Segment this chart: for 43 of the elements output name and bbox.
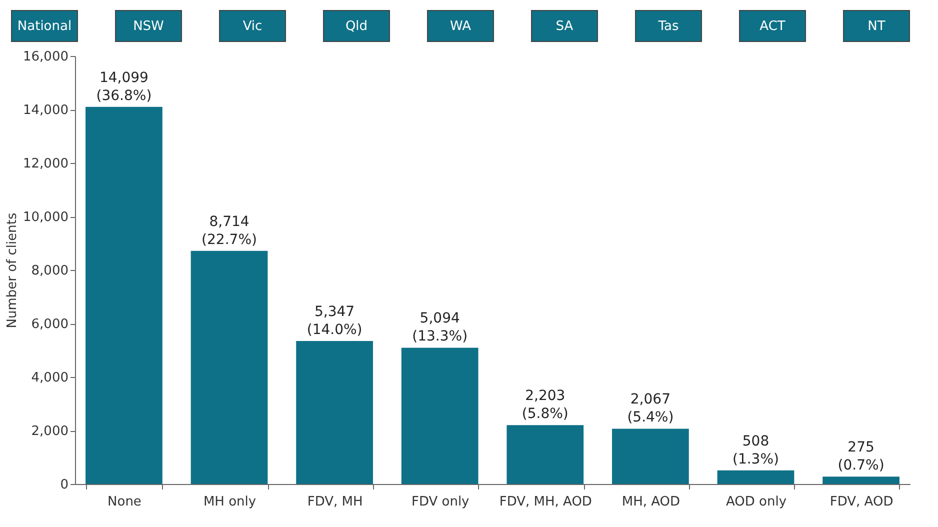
bar — [401, 348, 478, 484]
x-tick-label: None — [108, 494, 142, 510]
tab-button: Vic — [219, 10, 286, 42]
data-label: 2,203 (5.8%) — [522, 388, 568, 422]
y-tick-label: 16,000 — [23, 50, 68, 64]
data-label: 2,067 (5.4%) — [627, 392, 674, 426]
x-tick-label: FDV, MH — [307, 494, 363, 510]
tab-button: NSW — [115, 10, 182, 42]
data-label: 14,099 (36.8%) — [96, 70, 152, 104]
bar — [86, 106, 162, 484]
bar — [190, 250, 268, 484]
x-tick-label: FDV, AOD — [830, 494, 894, 510]
bar — [717, 470, 794, 484]
y-tick-label: 6,000 — [31, 317, 68, 332]
x-tick-label: MH only — [203, 494, 256, 510]
x-tick-label: MH, AOD — [622, 494, 680, 510]
bar — [506, 425, 584, 484]
y-axis-title: Number of clients — [5, 212, 20, 328]
data-label: 508 (1.3%) — [732, 433, 779, 468]
x-tick-label: FDV only — [411, 494, 470, 510]
y-tick-label: 4,000 — [31, 370, 68, 386]
tab-button: National — [11, 10, 78, 42]
y-tick-label: 8,000 — [31, 264, 68, 278]
bar — [612, 428, 689, 484]
tab-button: Qld — [323, 10, 390, 42]
y-tick-label: 0 — [60, 478, 68, 492]
y-tick-label: 10,000 — [23, 210, 68, 225]
tab-button: WA — [427, 10, 494, 42]
y-tick-label: 12,000 — [23, 156, 68, 172]
bar — [296, 340, 373, 484]
y-tick-label: 2,000 — [31, 424, 68, 439]
x-tick-label: AOD only — [726, 494, 787, 510]
tab-button: Tas — [635, 10, 702, 42]
data-label: 275 (0.7%) — [838, 440, 884, 474]
y-tick-label: 14,000 — [23, 103, 68, 118]
x-tick-label: FDV, MH, AOD — [499, 494, 592, 510]
tab-button: ACT — [739, 10, 806, 42]
data-label: 8,714 (22.7%) — [202, 214, 257, 248]
data-label: 5,094 (13.3%) — [412, 310, 468, 345]
data-label: 5,347 (14.0%) — [306, 304, 362, 338]
bar — [822, 476, 900, 484]
tab-button: NT — [843, 10, 910, 42]
tab-button: SA — [531, 10, 598, 42]
